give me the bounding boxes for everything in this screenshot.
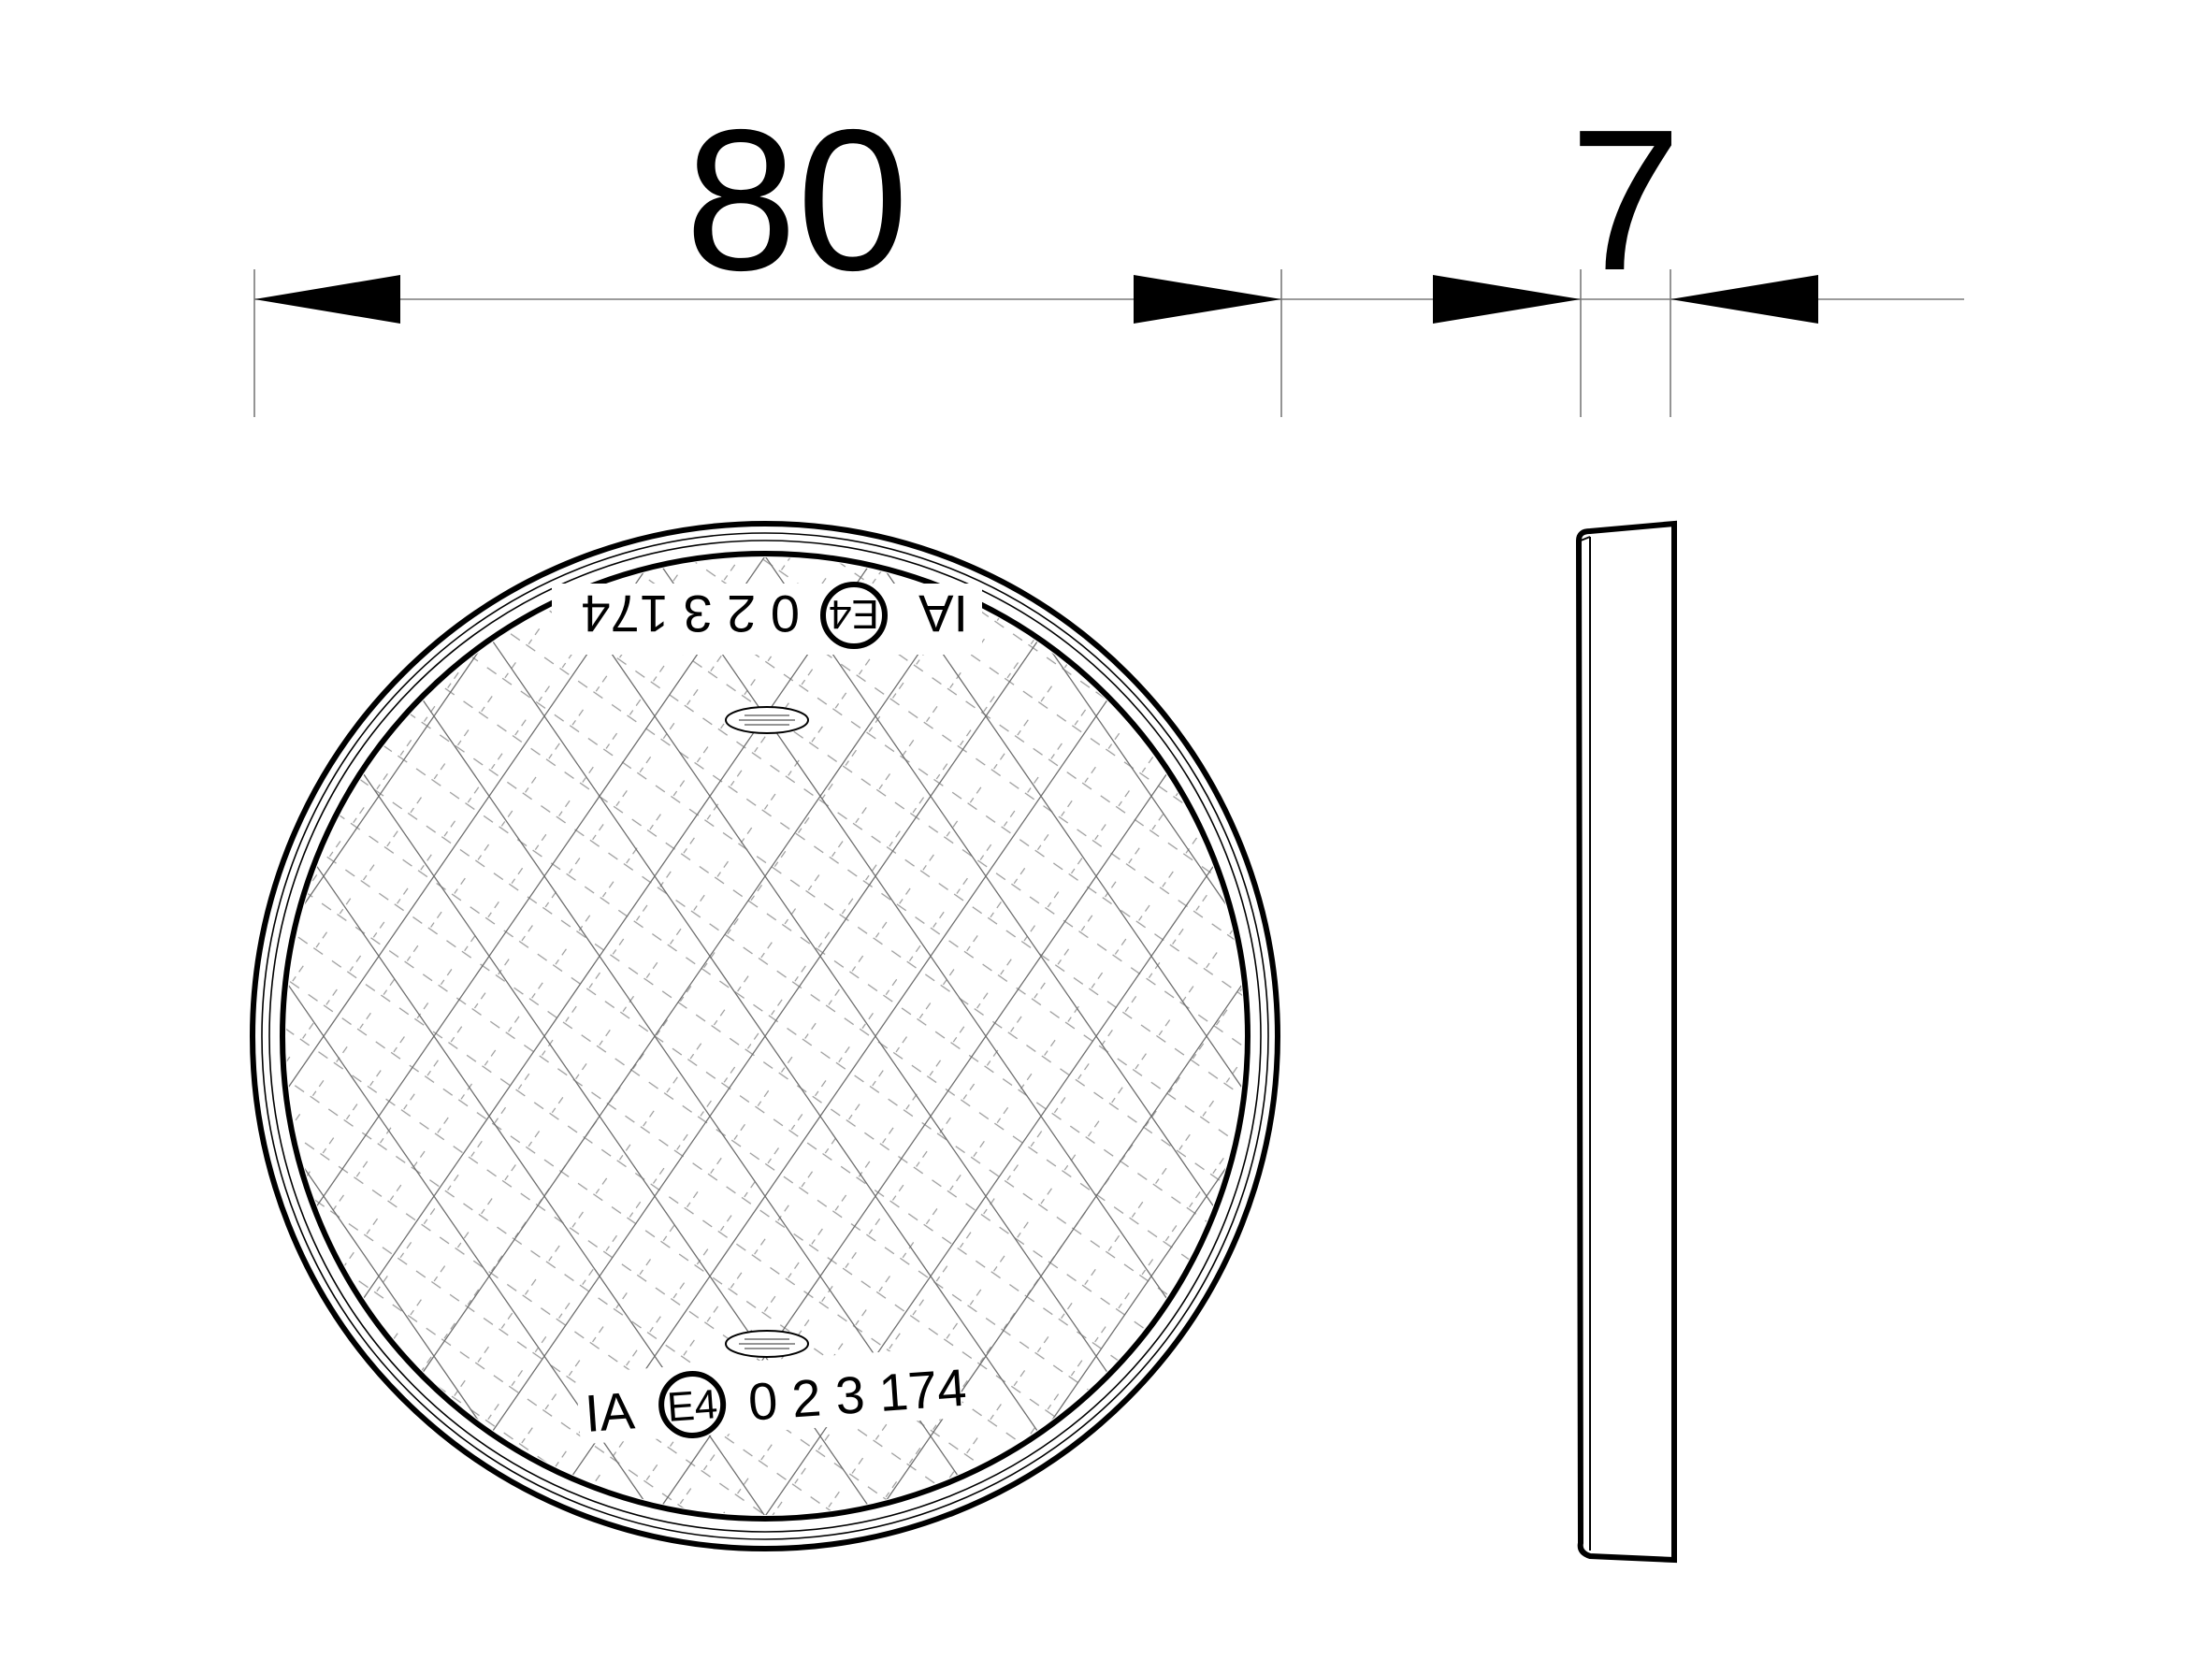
prism-lattice-line [0, 0, 280, 1659]
prism-lattice-line [1251, 0, 2212, 1659]
prism-lattice-line [286, 557, 1244, 1515]
thickness-dimension: 7 [1281, 87, 1964, 417]
approval-marking-top: IA E4 0 2 3 174 [552, 582, 982, 655]
approval-letter-top: E4 [829, 591, 879, 637]
approval-circle-bottom [658, 1370, 727, 1438]
approval-number-top: 0 2 3 174 [581, 584, 800, 643]
prism-lattice-line [367, 557, 1244, 1515]
thickness-value: 7 [1569, 87, 1682, 312]
prism-lattice-line [286, 557, 1164, 1515]
prism-lattice-line [286, 557, 1244, 1515]
class-text-bottom: IA [583, 1380, 637, 1443]
approval-letter-bottom: E4 [666, 1381, 719, 1431]
reflector-side-view [1575, 520, 1677, 1564]
approval-marking-bottom: IA E4 0 2 3 174 [575, 1347, 968, 1445]
prism-lattice-line [286, 557, 1244, 1515]
prism-lattice-line [286, 557, 1244, 1515]
diameter-value: 80 [685, 87, 908, 312]
class-text-top: IA [918, 584, 968, 643]
prism-lattice-line [286, 557, 1244, 1515]
maker-logo-bottom [725, 1330, 809, 1358]
diameter-dimension: 80 [253, 87, 1282, 417]
rim-inner-line-1 [261, 532, 1269, 1540]
lens-edge [280, 551, 1251, 1522]
prism-lattice-line [286, 557, 1244, 1515]
approval-circle-top [820, 582, 888, 649]
arrowhead-thickness-left [1433, 275, 1581, 324]
arrowhead-thickness-right [1670, 275, 1818, 324]
maker-logo-top [725, 706, 809, 734]
prism-lattice-line [0, 0, 280, 1659]
outer-rim [250, 521, 1280, 1551]
prism-lattice-line [1251, 0, 2212, 1659]
rim-inner-line-2 [268, 540, 1262, 1533]
arrowhead-left [254, 275, 400, 324]
arrowhead-right [1134, 275, 1281, 324]
prism-lattice-line [286, 557, 1244, 1515]
